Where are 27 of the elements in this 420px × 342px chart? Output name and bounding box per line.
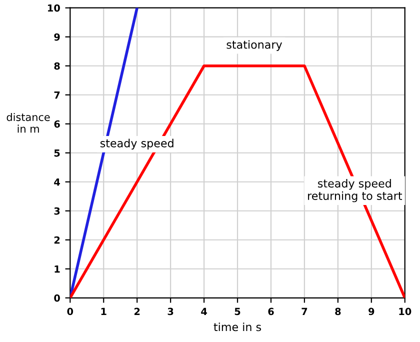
y-tick-label: 0 — [54, 294, 60, 302]
x-tick-label: 2 — [134, 308, 140, 315]
y-tick-label: 4 — [54, 178, 60, 186]
x-tick-label: 4 — [201, 308, 207, 315]
y-tick-label: 8 — [54, 62, 60, 70]
annotation: steady speed returning to start — [308, 178, 402, 202]
x-axis-title: time in s — [214, 322, 262, 332]
y-tick-label: 5 — [54, 149, 60, 157]
annotation: steady speed — [100, 138, 174, 150]
x-tick-label: 1 — [101, 308, 106, 315]
y-axis-title: distance in m — [6, 113, 50, 133]
x-tick-label: 0 — [67, 308, 74, 316]
x-tick-label: 9 — [368, 308, 374, 316]
y-tick-label: 10 — [48, 4, 60, 12]
x-tick-label: 8 — [335, 308, 341, 316]
x-tick-label: 3 — [168, 308, 174, 316]
y-tick-label: 1 — [54, 265, 60, 273]
x-tick-label: 10 — [399, 308, 412, 316]
y-tick-label: 7 — [54, 91, 60, 99]
annotation: stationary — [226, 40, 282, 51]
y-tick-label: 9 — [54, 33, 60, 41]
y-tick-label: 3 — [54, 207, 60, 215]
y-tick-label: 6 — [54, 120, 60, 128]
x-tick-label: 7 — [302, 308, 308, 315]
x-tick-label: 6 — [268, 308, 274, 316]
y-tick-label: 2 — [54, 236, 60, 244]
x-tick-label: 5 — [234, 308, 240, 316]
